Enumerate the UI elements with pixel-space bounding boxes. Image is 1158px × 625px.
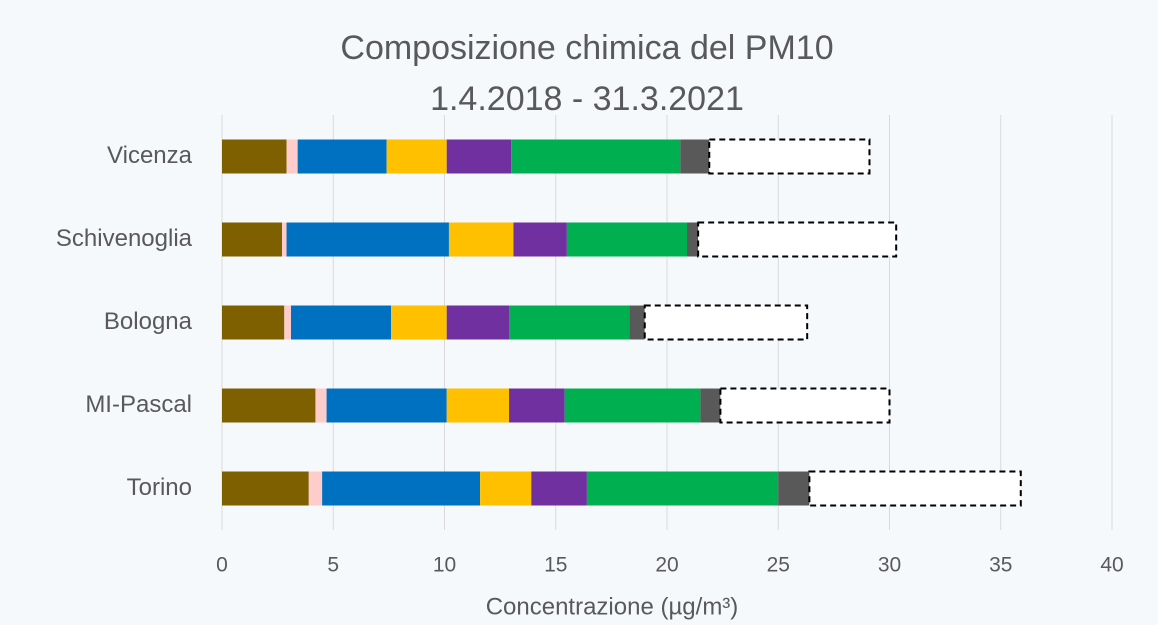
x-tick-label: 40: [1100, 554, 1123, 577]
bar-segment: [222, 222, 283, 257]
chart-subtitle: 1.4.2018 - 31.3.2021: [430, 80, 744, 118]
x-tick-label: 5: [327, 554, 339, 577]
bar-segment: [286, 139, 298, 174]
bar-segment: [282, 222, 287, 257]
bar-segment: [680, 139, 710, 174]
y-tick-label: Schivenoglia: [56, 225, 193, 252]
bar-segment: [222, 139, 287, 174]
bar-segment: [778, 471, 810, 506]
bar-segment: [480, 471, 532, 506]
bar-segment: [297, 139, 387, 174]
bar-segment: [509, 305, 630, 340]
bar-segment: [222, 388, 316, 423]
y-tick-label: Vicenza: [107, 142, 193, 169]
bar-segment: [446, 388, 510, 423]
bar-segment: [286, 222, 449, 257]
bar-segment: [509, 388, 565, 423]
bar-segment: [687, 222, 699, 257]
bar-segment: [322, 471, 481, 506]
x-axis-label: Concentrazione (µg/m³): [486, 593, 739, 620]
y-tick-label: Torino: [127, 474, 192, 501]
bar-segment: [222, 471, 309, 506]
bar-segment: [446, 305, 510, 340]
bar-segment: [326, 388, 447, 423]
bar-segment: [315, 388, 327, 423]
bar-segment: [708, 138, 871, 175]
chart-title: Composizione chimica del PM10: [340, 29, 833, 67]
x-tick-label: 25: [767, 554, 790, 577]
bar-segment: [290, 305, 392, 340]
x-tick-label: 10: [433, 554, 456, 577]
bar-segment: [629, 305, 645, 340]
bar-segment: [391, 305, 447, 340]
y-tick-label: MI-Pascal: [85, 391, 192, 418]
bar-segment: [511, 139, 681, 174]
bar-segment: [566, 222, 688, 257]
x-tick-label: 30: [878, 554, 901, 577]
bar-segment: [284, 305, 291, 340]
bar-segment: [513, 222, 567, 257]
bar-segment: [308, 471, 323, 506]
bar-segment: [448, 222, 514, 257]
bar-segment: [386, 139, 447, 174]
bar-segment: [586, 471, 779, 506]
bar-segment: [531, 471, 587, 506]
bar-segment: [643, 304, 809, 341]
x-tick-label: 35: [989, 554, 1012, 577]
bar-segment: [446, 139, 512, 174]
bar-segment: [564, 388, 701, 423]
x-tick-label: 0: [216, 554, 228, 577]
x-tick-label: 15: [544, 554, 567, 577]
bar-segment: [719, 387, 891, 424]
bar-segment: [222, 305, 285, 340]
bar-segment: [700, 388, 721, 423]
x-tick-label: 20: [655, 554, 678, 577]
y-tick-label: Bologna: [104, 308, 193, 335]
bar-segment: [808, 470, 1022, 507]
bar-segment: [697, 221, 898, 258]
